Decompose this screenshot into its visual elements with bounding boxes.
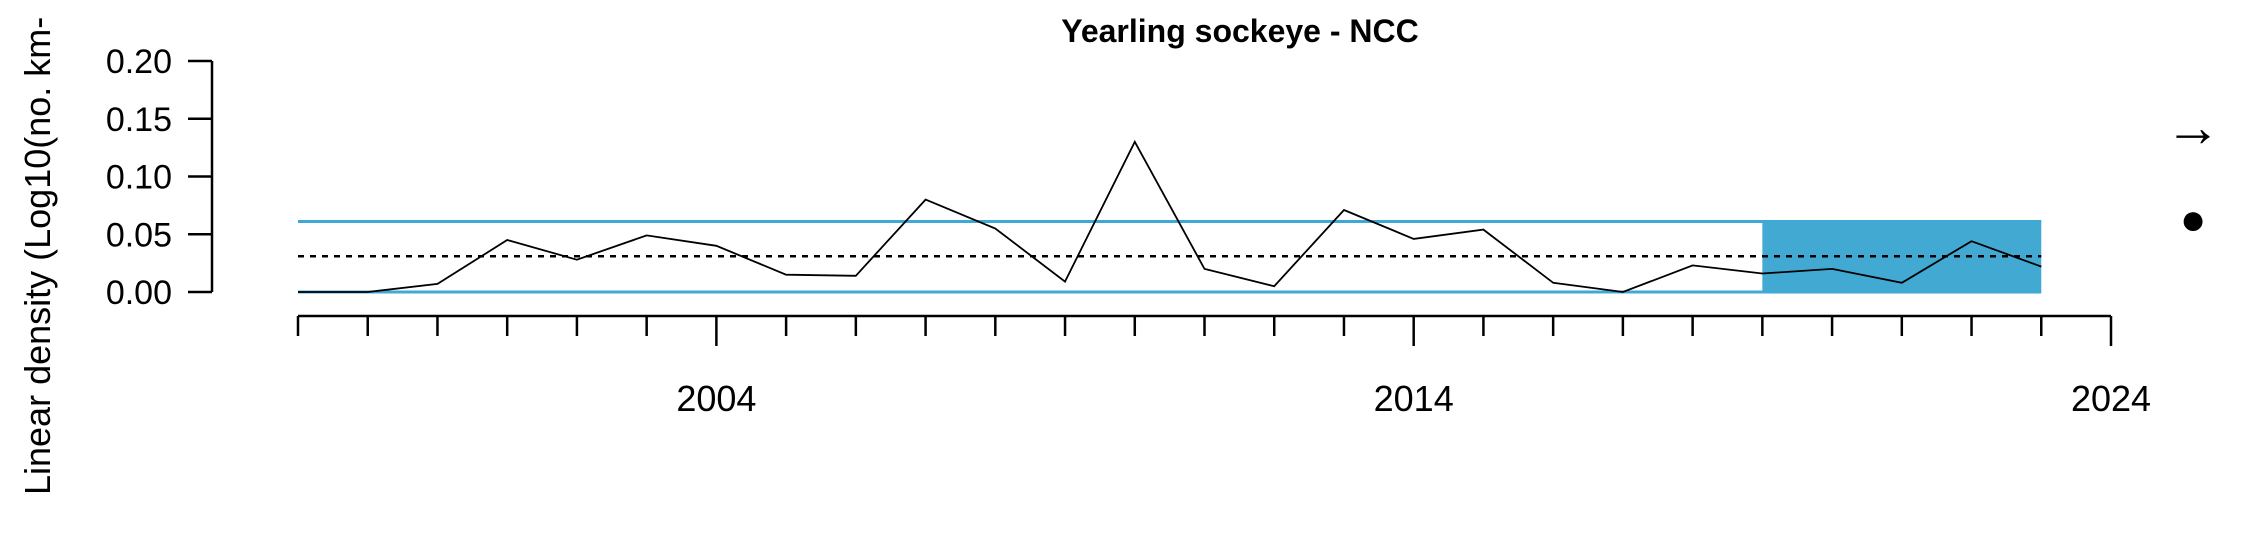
data-point (1899, 280, 1905, 286)
data-point (1969, 238, 1975, 244)
data-point (1620, 289, 1626, 295)
axis-layer: 0.00 0.05 0.10 0.15 0.20 2004 2014 2024 (106, 43, 2151, 419)
data-point (783, 272, 789, 278)
y-axis-label: Linear density (Log10(no. km- (17, 17, 58, 495)
y-tick-label: 0.00 (106, 274, 172, 312)
y-tick-label: 0.15 (106, 101, 172, 139)
data-point (1480, 227, 1486, 233)
status-dot-icon: ● (2180, 195, 2207, 244)
data-point (1829, 266, 1835, 272)
trend-arrow-icon: → (2165, 95, 2221, 158)
data-point (2038, 264, 2044, 270)
x-tick-label: 2014 (1374, 378, 1454, 419)
chart-title: Yearling sockeye - NCC (1061, 13, 1418, 49)
data-point (1550, 280, 1556, 286)
data-point (295, 289, 301, 295)
data-point (1411, 236, 1417, 242)
x-tick-label: 2004 (676, 378, 756, 419)
data-point (574, 257, 580, 263)
data-point (504, 237, 510, 243)
data-point (1271, 283, 1277, 289)
y-tick-label: 0.05 (106, 216, 172, 254)
y-tick-label: 0.20 (106, 43, 172, 81)
data-point (365, 289, 371, 295)
data-point (1062, 279, 1068, 285)
data-point (1690, 262, 1696, 268)
series-line (298, 139, 2042, 293)
series-layer (295, 139, 2044, 295)
data-point (992, 225, 998, 231)
data-point (1759, 271, 1765, 277)
data-point (1202, 266, 1208, 272)
x-tick-label: 2024 (2071, 378, 2151, 419)
data-point (1341, 207, 1347, 213)
data-point (713, 243, 719, 249)
data-point (923, 197, 929, 203)
data-point (853, 273, 859, 279)
data-point (1132, 139, 1138, 145)
y-tick-label: 0.10 (106, 159, 172, 197)
data-point (644, 232, 650, 238)
data-point (434, 281, 440, 287)
